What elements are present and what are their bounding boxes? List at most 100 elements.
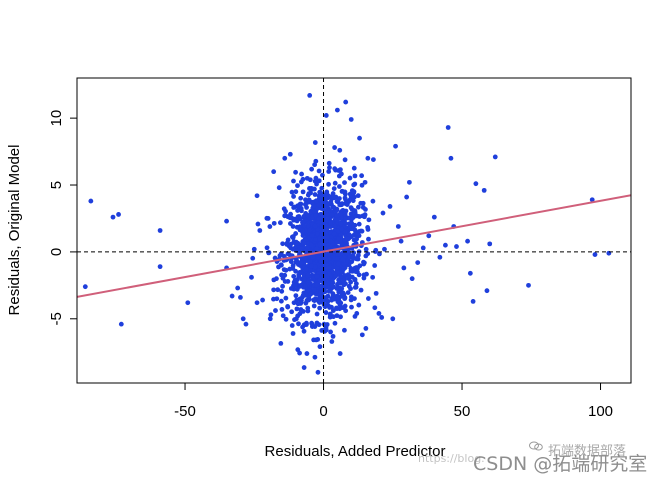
data-point [465,238,470,244]
data-point [336,236,342,241]
data-point [300,189,306,195]
data-point [301,214,307,219]
data-point [88,198,94,204]
data-point [279,272,284,278]
data-point [487,241,493,247]
data-point [420,245,426,251]
data-point [349,259,355,265]
data-point [337,196,342,201]
data-point [283,295,289,301]
data-point [298,260,304,265]
data-point [266,250,272,256]
data-point [351,214,357,219]
data-point [323,325,329,331]
data-point [355,204,361,210]
data-point [340,257,346,263]
data-point [316,168,322,174]
data-point [301,223,307,229]
data-point [352,277,358,283]
data-point [185,300,191,306]
data-point [312,140,318,145]
data-point [481,187,487,193]
data-point [492,154,498,160]
data-point [323,297,329,303]
data-point [526,282,531,288]
x-tick-label: 50 [454,403,471,420]
data-point [319,196,324,201]
data-point [300,176,306,182]
data-point [249,274,254,280]
data-point [348,205,354,211]
data-point [317,300,323,305]
data-point [317,189,323,195]
data-point [589,197,595,203]
data-point [351,189,357,195]
data-point [372,249,378,254]
data-point [304,351,310,356]
data-point [328,200,334,206]
data-point [328,238,334,244]
data-point [376,311,382,316]
data-point [336,173,342,179]
data-point [292,317,297,323]
data-point [338,167,343,173]
data-point [298,282,303,288]
data-point [311,337,317,343]
data-point [283,316,289,322]
data-point [240,316,246,322]
data-point [317,305,323,311]
data-point [338,274,344,280]
data-point [297,201,303,207]
data-point [257,228,263,233]
data-point [336,277,341,283]
data-point [267,316,273,322]
data-point [283,213,288,218]
data-point [332,180,338,186]
data-point [116,212,121,217]
data-point [339,286,345,291]
data-point [308,242,314,248]
data-point [291,273,297,279]
data-point [314,246,320,252]
data-point [332,320,338,326]
data-point [238,294,243,300]
data-point [329,339,335,344]
data-point [295,183,300,189]
data-point [280,313,286,319]
data-point [311,303,317,309]
x-axis-title: Residuals, Added Predictor [265,443,446,460]
data-point [295,208,300,213]
data-point [355,265,360,271]
data-point [307,177,313,183]
data-point [304,298,310,303]
data-point [365,296,371,301]
data-point [303,266,309,272]
data-point [343,99,349,105]
data-point [316,255,322,260]
data-point [331,296,337,302]
data-point [365,251,371,257]
data-point [315,231,320,237]
data-point [276,185,282,191]
data-point [291,178,296,184]
data-point [324,262,330,267]
data-point [289,323,295,328]
data-point [339,226,345,232]
data-point [331,186,337,192]
data-point [297,227,303,233]
data-point [351,165,357,171]
data-point [110,214,116,220]
data-point [338,270,344,275]
data-point [290,263,296,268]
data-point [254,193,260,199]
data-point [300,292,306,298]
data-point [331,195,337,201]
data-point [443,242,448,248]
data-point [348,266,354,271]
data-point [390,316,396,322]
data-point [337,302,343,307]
data-point [359,182,365,188]
data-point [312,223,318,229]
data-point [302,283,308,288]
data-point [361,260,367,266]
